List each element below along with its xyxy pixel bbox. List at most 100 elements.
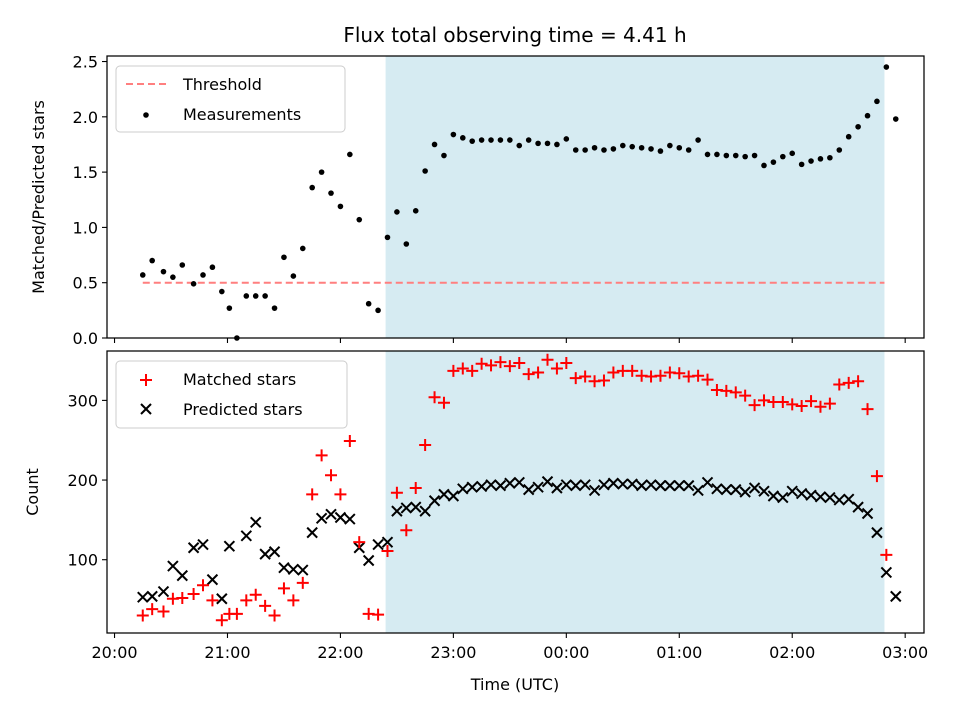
measurement-point bbox=[864, 112, 871, 119]
matched-star-point bbox=[197, 579, 210, 592]
matched-star-point bbox=[437, 396, 450, 409]
measurement-point bbox=[252, 293, 259, 299]
matched-star-point bbox=[852, 375, 865, 388]
measurement-point bbox=[412, 208, 419, 214]
measurement-point bbox=[365, 300, 372, 307]
predicted-star-point bbox=[607, 477, 620, 489]
matched-star-point bbox=[466, 364, 479, 377]
predicted-star-point bbox=[297, 564, 309, 576]
predicted-star-point bbox=[786, 485, 798, 497]
predicted-star-point bbox=[890, 590, 902, 603]
predicted-star-point bbox=[579, 479, 591, 491]
x-tick-label: 01:00 bbox=[656, 643, 702, 662]
measurement-point bbox=[170, 274, 176, 280]
measurement-point bbox=[572, 147, 579, 153]
measurement-point bbox=[190, 281, 197, 287]
matched-star-point bbox=[673, 367, 686, 380]
predicted-star-point bbox=[682, 479, 695, 492]
matched-star-point bbox=[381, 544, 394, 557]
matched-star-point bbox=[805, 395, 818, 408]
measurement-point bbox=[469, 138, 476, 144]
measurement-point bbox=[384, 234, 391, 241]
matched-star-point bbox=[240, 594, 253, 607]
matched-star-point bbox=[550, 362, 563, 375]
chart-title: Flux total observing time = 4.41 h bbox=[343, 23, 686, 47]
matched-star-point bbox=[343, 435, 356, 448]
predicted-star-point bbox=[664, 479, 676, 492]
matched-star-point bbox=[579, 370, 592, 383]
measurement-point bbox=[299, 245, 306, 252]
matched-star-point bbox=[419, 439, 432, 451]
measurement-point bbox=[478, 137, 485, 143]
top-y-tick-label: 0.5 bbox=[73, 274, 98, 293]
measurement-point bbox=[488, 137, 494, 143]
matched-star-point bbox=[334, 488, 347, 501]
measurement-point bbox=[883, 64, 890, 70]
matched-star-point bbox=[870, 470, 883, 483]
measurements-legend-swatch bbox=[143, 112, 149, 118]
predicted-star-point bbox=[833, 494, 845, 506]
matched-star-point bbox=[814, 400, 827, 413]
matched-star-point bbox=[268, 609, 281, 622]
measurement-point bbox=[685, 147, 692, 153]
measurement-point bbox=[281, 254, 287, 261]
matched-star-point bbox=[230, 607, 243, 620]
matched-star-point bbox=[729, 386, 742, 399]
predicted-star-point bbox=[391, 505, 403, 517]
predicted-star-point bbox=[852, 501, 864, 513]
matched-star-point bbox=[409, 482, 422, 495]
matched-star-point bbox=[503, 360, 516, 373]
measurement-point bbox=[271, 305, 278, 311]
matched-star-point bbox=[692, 369, 705, 382]
measurement-point bbox=[582, 147, 588, 153]
matched-star-point bbox=[720, 384, 733, 397]
predicted-star-point bbox=[635, 479, 648, 492]
measurements-series bbox=[139, 64, 899, 341]
predicted-star-point bbox=[259, 548, 271, 560]
top-legend-box bbox=[115, 65, 346, 133]
threshold-legend-label: Threshold bbox=[182, 75, 262, 94]
matched-star-point bbox=[187, 587, 200, 600]
matched-legend-swatch bbox=[140, 374, 152, 386]
measurement-point bbox=[591, 144, 598, 151]
matched-star-point bbox=[296, 576, 309, 589]
matched-star-point bbox=[739, 389, 752, 402]
measurement-point bbox=[695, 137, 701, 143]
measurement-point bbox=[714, 151, 720, 158]
top-y-tick-label: 1.0 bbox=[73, 218, 98, 237]
measurement-point bbox=[667, 142, 673, 149]
matched-star-point bbox=[400, 524, 413, 537]
measurement-point bbox=[780, 153, 786, 160]
matched-star-point bbox=[456, 362, 469, 375]
matched-star-point bbox=[494, 356, 507, 369]
predicted-star-point bbox=[223, 540, 236, 552]
predicted-star-point bbox=[814, 491, 827, 503]
measurement-point bbox=[226, 305, 233, 311]
matched-star-point bbox=[541, 353, 554, 366]
predicted-star-point bbox=[438, 488, 450, 501]
x-tick-label: 23:00 bbox=[430, 643, 476, 662]
predicted-star-point bbox=[692, 484, 704, 497]
matched-star-point bbox=[249, 588, 262, 601]
x-tick-label: 20:00 bbox=[91, 643, 137, 662]
predicted-star-point bbox=[504, 477, 516, 489]
matched-star-point bbox=[522, 368, 535, 381]
measurement-point bbox=[516, 142, 523, 149]
measurement-point bbox=[742, 153, 748, 160]
predicted-stars-series bbox=[137, 475, 902, 605]
measurement-point bbox=[328, 190, 334, 196]
measurement-point bbox=[179, 262, 186, 268]
predicted-legend-label: Predicted stars bbox=[183, 400, 303, 419]
predicted-star-point bbox=[758, 485, 770, 497]
top-x-ticks bbox=[113, 338, 906, 343]
measurement-point bbox=[827, 154, 833, 161]
predicted-star-point bbox=[240, 530, 253, 542]
measurement-point bbox=[620, 142, 626, 149]
measurement-point bbox=[554, 141, 560, 148]
measurement-point bbox=[676, 144, 683, 151]
measurement-point bbox=[845, 133, 852, 140]
predicted-star-point bbox=[146, 590, 158, 603]
measurement-point bbox=[704, 151, 711, 158]
bottom-x-ticks: 20:00 21:00 22:00 23:00 00:00 01:00 02:00 03:00 bbox=[91, 633, 928, 662]
